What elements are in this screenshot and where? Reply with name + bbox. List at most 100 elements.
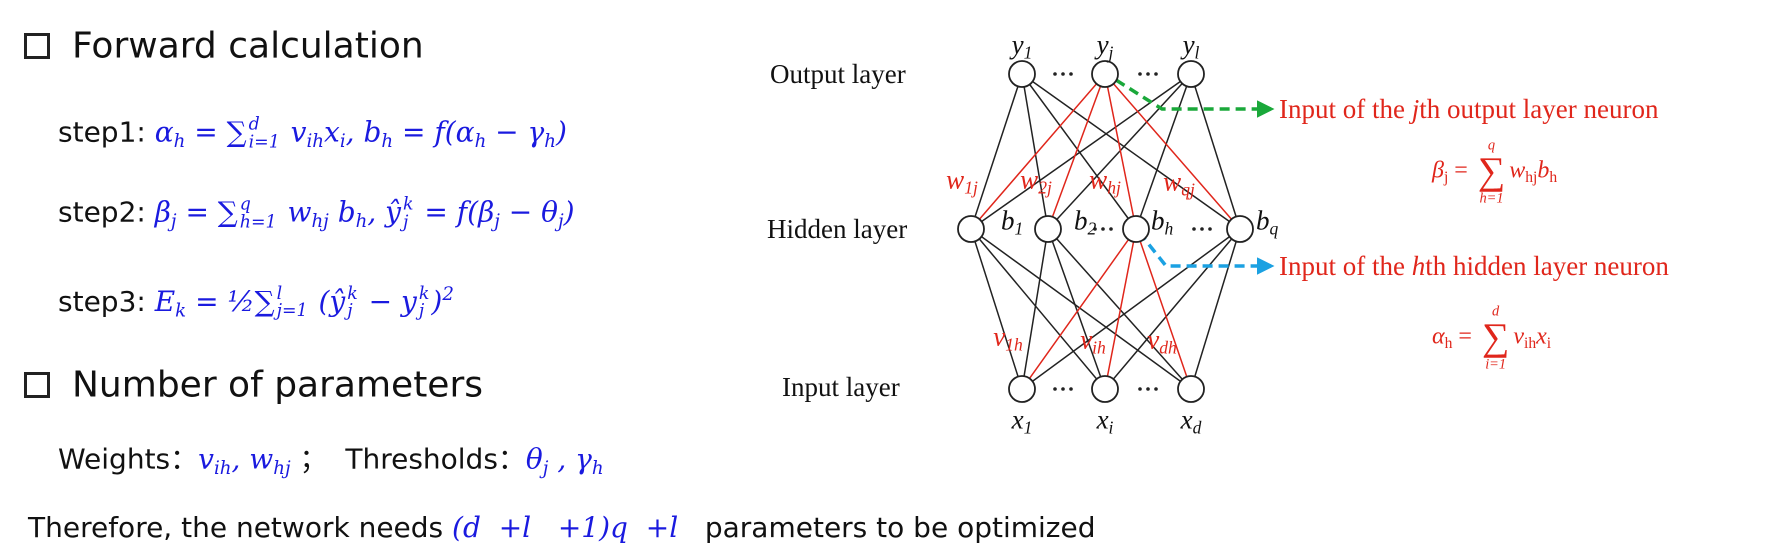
text: , w [231,442,274,476]
text: Input of the [1279,250,1412,281]
weight-label: w1j [946,163,978,198]
output-label: y1 [1012,28,1033,63]
text: w [1020,164,1039,195]
text: 1j [964,177,978,198]
text: Hidden layer [767,213,908,244]
neurons [957,60,1254,403]
neuron [1177,60,1205,88]
text: , γ [548,442,592,476]
ellipsis-dot [1069,72,1073,76]
text: i [1546,335,1552,353]
formula: vih, whj [198,442,291,478]
connection [1047,73,1106,230]
text: j [1411,93,1420,124]
ellipsis-dot [1053,72,1057,76]
ellipsis-dot [1109,227,1113,231]
connection [1104,73,1241,230]
annotation-formula: αh = d ∑ i=1 vihxi [1432,304,1552,372]
text: j [558,210,564,232]
line: step1: αh = ∑ d i=1 vihxi, bh = f(αh − γh) [58,115,567,152]
ellipsis-dot [1146,387,1150,391]
weight-label: vih [1080,323,1106,358]
text: , ŷ [367,195,401,229]
text: ∑ [1481,316,1510,359]
text: h [173,130,186,152]
text: hj [1107,177,1121,198]
connection [1190,73,1241,230]
text: Input layer [782,371,900,402]
connection [970,228,1023,390]
text: l [1194,42,1200,63]
ellipsis-dot [1069,387,1073,391]
ellipsis-dot [1154,72,1158,76]
text: b [1074,205,1088,236]
text: q [1269,218,1279,239]
text: hj [1525,169,1538,187]
text: step2: [58,195,155,229]
formula: Ek = ½∑ l j=1 (ŷ k j − y k j)2 [155,283,454,322]
connection [1021,228,1049,390]
text: w [946,164,965,195]
text: = ∑ [176,195,238,229]
text: x [324,115,340,149]
weight-label: vdh [1147,323,1177,358]
text: = [1452,323,1478,350]
text: step1: [58,115,155,149]
annotation: Input of the hth hidden layer neuron [1279,250,1669,282]
hidden-label: b1 [1001,204,1023,239]
text: ) [563,195,575,229]
text: w [278,195,312,229]
text: j [494,210,500,232]
connection [970,228,1192,390]
text: ih [1523,335,1537,353]
text: b [1537,157,1550,184]
connection [1021,228,1241,390]
weight-label: whj [1089,163,1121,198]
text: β [154,195,171,229]
ellipsis-dot [1101,227,1105,231]
ellipsis-dot [1146,72,1150,76]
text: ih [213,457,232,479]
text: step3: [58,284,155,318]
input-label: xd [1181,403,1202,438]
text: (d +l +1)q +l [452,511,679,545]
annotation: Input of the jth output layer neuron [1279,93,1658,125]
text: x [1180,404,1193,435]
text: 1 [1023,417,1033,438]
text: ) [431,284,443,318]
text: − γ [486,115,545,149]
ellipsis-dot [1208,227,1212,231]
neuron [1091,60,1119,88]
text: i [1108,417,1114,438]
text: = ½∑ [186,284,275,318]
checkbox [24,33,50,59]
text: k [418,283,430,304]
ellipsis-dot [1200,227,1204,231]
ellipsis-dot [1154,387,1158,391]
hidden-label: bh [1151,204,1173,239]
heading: Number of parameters [72,363,483,406]
text: Output layer [770,58,906,89]
text: h [1549,169,1558,187]
text: α [1432,323,1445,350]
text: v [1513,323,1524,350]
text: hj [273,457,291,479]
text: 1 [1014,218,1024,239]
text: v [198,442,214,476]
ellipsis-dot [1061,72,1065,76]
neuron [1177,375,1205,403]
text: w [1163,166,1182,197]
text: y [1182,29,1195,60]
formula: αh = ∑ d i=1 vihxi, bh = f(αh − γh) [154,115,567,151]
text: j [418,301,425,322]
text: w [1509,157,1526,184]
text: α [154,115,174,149]
neuron [1122,215,1150,243]
text: l [276,283,283,304]
text: x [1011,404,1024,435]
